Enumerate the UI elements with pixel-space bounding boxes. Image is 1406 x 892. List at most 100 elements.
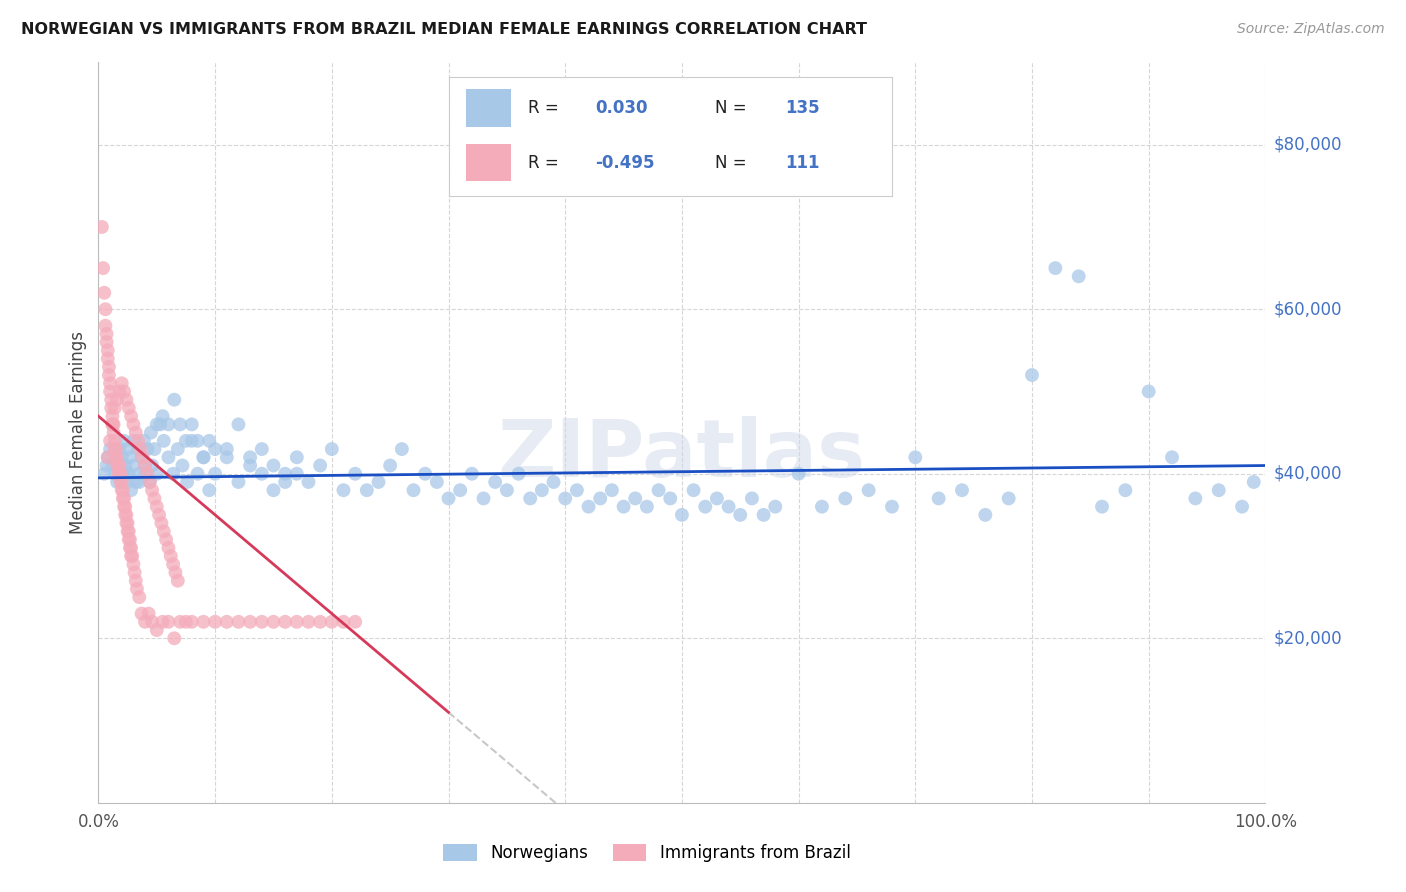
Point (104, 450, 127, 465)
Point (262, 483, 284, 498)
Point (239, 450, 262, 465)
Point (695, 500, 717, 514)
Text: $60,000: $60,000 (1274, 301, 1343, 318)
Point (107, 458, 129, 473)
Point (101, 417, 124, 432)
Y-axis label: Median Female Earnings: Median Female Earnings (69, 331, 87, 534)
Point (143, 491, 166, 506)
Point (112, 384, 135, 399)
Point (108, 467, 131, 481)
Point (152, 524, 174, 539)
Text: $40,000: $40,000 (1274, 465, 1343, 483)
Point (108, 442, 131, 456)
Point (112, 434, 135, 448)
Point (1184, 491, 1206, 506)
Point (600, 483, 623, 498)
Point (624, 491, 647, 506)
Point (356, 483, 378, 498)
Point (1208, 483, 1230, 498)
Point (121, 549, 143, 563)
Point (344, 467, 367, 481)
Point (120, 409, 142, 424)
Point (134, 458, 156, 473)
Point (96, 335, 118, 350)
Point (115, 475, 138, 489)
Point (297, 475, 319, 489)
Point (111, 475, 134, 489)
Point (344, 615, 367, 629)
Point (309, 458, 332, 473)
Point (309, 615, 332, 629)
Point (321, 615, 343, 629)
Point (578, 500, 600, 514)
Point (380, 458, 402, 473)
Point (636, 500, 658, 514)
Point (134, 615, 156, 629)
Point (472, 491, 495, 506)
Point (104, 442, 127, 456)
Point (139, 475, 162, 489)
Point (117, 442, 139, 456)
Point (112, 491, 135, 506)
Point (118, 533, 141, 547)
Point (124, 566, 146, 580)
Point (250, 467, 273, 481)
Point (332, 483, 354, 498)
Point (97, 368, 120, 382)
Point (115, 508, 138, 522)
Point (143, 442, 166, 456)
Point (180, 417, 202, 432)
Point (111, 450, 134, 465)
Point (152, 434, 174, 448)
Point (262, 615, 284, 629)
Point (1161, 450, 1184, 465)
Point (94, 318, 117, 333)
Point (204, 467, 226, 481)
Point (367, 475, 389, 489)
Point (391, 442, 413, 456)
Point (215, 615, 238, 629)
Point (155, 533, 177, 547)
Point (136, 442, 159, 456)
Text: $20,000: $20,000 (1274, 629, 1343, 648)
Point (1067, 269, 1090, 284)
Point (484, 475, 506, 489)
Point (157, 615, 180, 629)
Point (215, 450, 238, 465)
Point (682, 483, 704, 498)
Point (647, 483, 669, 498)
Point (134, 458, 156, 473)
Point (125, 574, 148, 588)
Point (91, 261, 114, 276)
Point (104, 401, 127, 415)
Point (274, 467, 297, 481)
Point (157, 417, 180, 432)
Point (120, 483, 142, 498)
Point (1045, 261, 1067, 276)
Point (93, 467, 115, 481)
Point (98, 384, 121, 399)
Point (101, 458, 124, 473)
Point (176, 475, 198, 489)
Point (180, 615, 202, 629)
Point (98, 376, 121, 391)
Point (187, 467, 209, 481)
Point (114, 508, 136, 522)
Point (787, 467, 810, 481)
Text: Source: ZipAtlas.com: Source: ZipAtlas.com (1237, 22, 1385, 37)
Point (127, 442, 149, 456)
Point (110, 467, 132, 481)
Point (613, 500, 636, 514)
Point (132, 450, 155, 465)
Point (146, 500, 169, 514)
Point (96, 458, 118, 473)
Point (117, 524, 139, 539)
Point (174, 434, 197, 448)
Point (131, 607, 153, 621)
Point (449, 483, 471, 498)
Point (111, 483, 134, 498)
Point (98, 434, 121, 448)
Point (134, 467, 156, 481)
Point (239, 615, 262, 629)
Point (193, 450, 215, 465)
